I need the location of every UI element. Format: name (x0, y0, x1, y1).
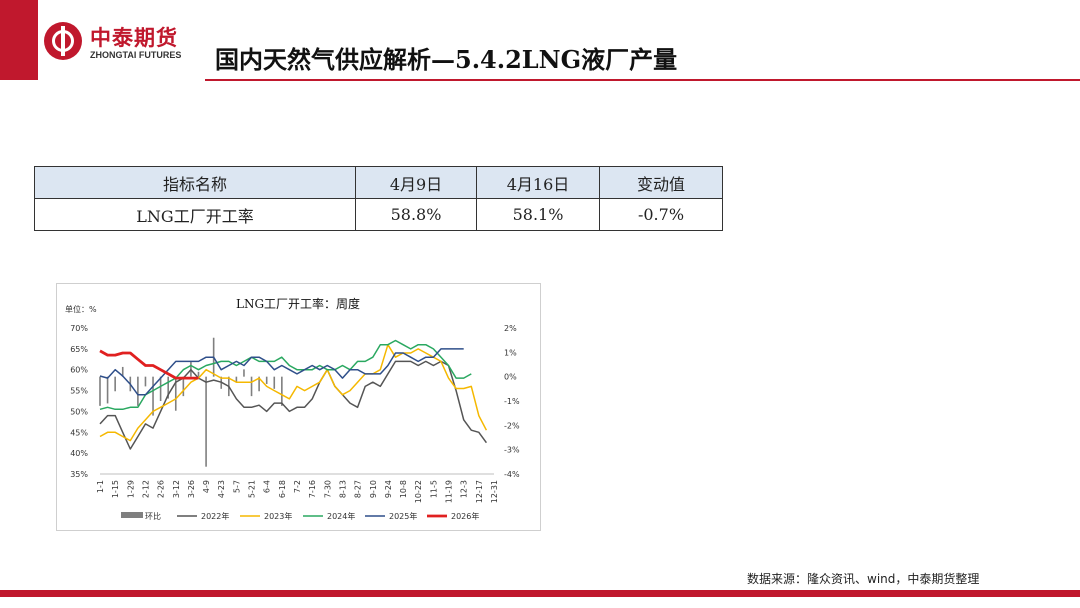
legend-swatch-wow (121, 512, 143, 518)
x-tick-label: 12-17 (475, 480, 484, 503)
wow-change-bar (258, 376, 260, 392)
wow-change-bar (205, 376, 207, 467)
wow-change-bar (235, 376, 238, 382)
wow-change-bar (281, 376, 283, 406)
x-tick-label: 3-26 (187, 480, 196, 498)
chart-title: LNG工厂开工率：周度 (236, 296, 360, 311)
y2-tick-label: -3% (504, 446, 520, 455)
legend-label: 2022年 (201, 511, 229, 521)
stats-header-row: 指标名称 4月9日 4月16日 变动值 (34, 166, 723, 199)
x-tick-label: 11-19 (445, 480, 454, 503)
x-tick-label: 8-27 (354, 480, 363, 498)
chart-unit-label: 单位：% (65, 304, 97, 314)
footer-accent-bar (0, 590, 1080, 597)
wow-change-bar (114, 376, 116, 392)
wow-change-bar (182, 376, 185, 397)
x-tick-label: 4-23 (217, 480, 226, 498)
legend-label: 2025年 (389, 511, 417, 521)
data-source-note: 数据来源：隆众资讯、wind，中泰期货整理 (747, 572, 980, 586)
utilization-chart: 单位：% LNG工厂开工率：周度 35% 40% 45% 50% 55% 60% 65% 70… (65, 296, 520, 521)
chart-panel: 单位：% LNG工厂开工率：周度 35% 40% 45% 50% 55% 60% 65% 70… (56, 283, 541, 531)
x-tick-label: 12-31 (490, 480, 499, 503)
series-line-2024 (99, 339, 472, 411)
header-indicator-name: 指标名称 (34, 166, 356, 199)
cell-change: -0.7% (599, 198, 723, 231)
y-tick-label: 40% (70, 449, 88, 458)
y2-tick-label: -1% (504, 397, 520, 406)
wow-change-bar (144, 376, 147, 387)
y-tick-label: 60% (70, 366, 88, 375)
x-tick-label: 10-8 (399, 480, 408, 498)
x-tick-label: 4-9 (202, 480, 211, 493)
wow-change-bar (167, 376, 169, 399)
x-tick-label: 7-16 (308, 480, 317, 498)
x-tick-label: 12-3 (460, 480, 469, 498)
y2-tick-label: -4% (504, 470, 520, 479)
wow-change-bar (250, 376, 253, 397)
x-tick-label: 11-5 (429, 480, 438, 498)
x-tick-label: 3-12 (172, 480, 181, 498)
wow-change-bar (273, 376, 276, 389)
y2-tick-label: 0% (504, 373, 517, 382)
wow-change-bar (106, 376, 109, 404)
x-tick-label: 10-22 (414, 480, 423, 503)
x-tick-label: 9-24 (384, 480, 393, 498)
x-tick-label: 2-12 (141, 480, 150, 498)
y-tick-label: 45% (70, 428, 88, 437)
wow-change-bar (174, 376, 177, 411)
series-line-2023 (99, 343, 488, 442)
cell-value-prev: 58.8% (355, 198, 477, 231)
wow-change-bar (159, 376, 162, 401)
page-title: 国内天然气供应解析—5.4.2LNG液厂产量 (215, 45, 678, 74)
y2-tick-label: 2% (504, 324, 517, 333)
y-tick-label: 65% (70, 345, 88, 354)
x-tick-label: 7-2 (293, 480, 302, 493)
brand-name-en: ZHONGTAI FUTURES (90, 50, 182, 60)
wow-change-bar (197, 371, 200, 377)
stats-table: 指标名称 4月9日 4月16日 变动值 LNG工厂开工率 58.8% 58.1%… (34, 166, 723, 231)
y-tick-label: 50% (70, 407, 88, 416)
wow-change-bar (99, 376, 101, 406)
legend-label: 2023年 (264, 511, 292, 521)
x-tick-label: 1-15 (111, 480, 120, 498)
y2-tick-label: -2% (504, 421, 520, 430)
wow-change-bar (265, 376, 268, 384)
table-row: LNG工厂开工率 58.8% 58.1% -0.7% (34, 198, 723, 231)
y-tick-label: 70% (70, 324, 88, 333)
series-line-2026 (99, 349, 199, 380)
y2-tick-label: 1% (504, 348, 517, 357)
x-tick-label: 1-1 (96, 480, 105, 493)
cell-indicator-name: LNG工厂开工率 (34, 198, 356, 231)
x-tick-label: 5-7 (232, 480, 241, 493)
legend-label: 2026年 (451, 511, 479, 521)
series-line-2022 (99, 360, 488, 450)
x-tick-label: 7-30 (323, 480, 332, 498)
x-tick-label: 6-18 (278, 480, 287, 498)
header-change: 变动值 (599, 166, 723, 199)
wow-change-bar (243, 369, 245, 377)
brand-mark-icon (44, 22, 82, 60)
cell-value-curr: 58.1% (476, 198, 600, 231)
x-tick-label: 2-26 (157, 480, 166, 498)
legend-label: 2024年 (327, 511, 355, 521)
brand-name-cn: 中泰期货 (90, 26, 178, 50)
header-accent-bar (0, 0, 38, 80)
x-tick-label: 5-21 (248, 480, 257, 498)
x-tick-label: 8-13 (338, 480, 347, 498)
y-tick-label: 35% (70, 470, 88, 479)
legend-label: 环比 (145, 511, 161, 521)
x-tick-label: 9-10 (369, 480, 378, 498)
wow-change-bar (152, 376, 154, 416)
x-tick-label: 1-29 (126, 480, 135, 498)
y-tick-label: 55% (70, 387, 88, 396)
x-tick-label: 6-4 (263, 480, 272, 493)
wow-change-bar (137, 376, 139, 406)
brand-logo: 中泰期货 ZHONGTAI FUTURES (44, 22, 194, 66)
wow-change-bar (121, 366, 124, 377)
title-underline (205, 79, 1080, 81)
header-date-prev: 4月9日 (355, 166, 477, 199)
header-date-curr: 4月16日 (476, 166, 600, 199)
series-line-2025 (99, 348, 464, 396)
